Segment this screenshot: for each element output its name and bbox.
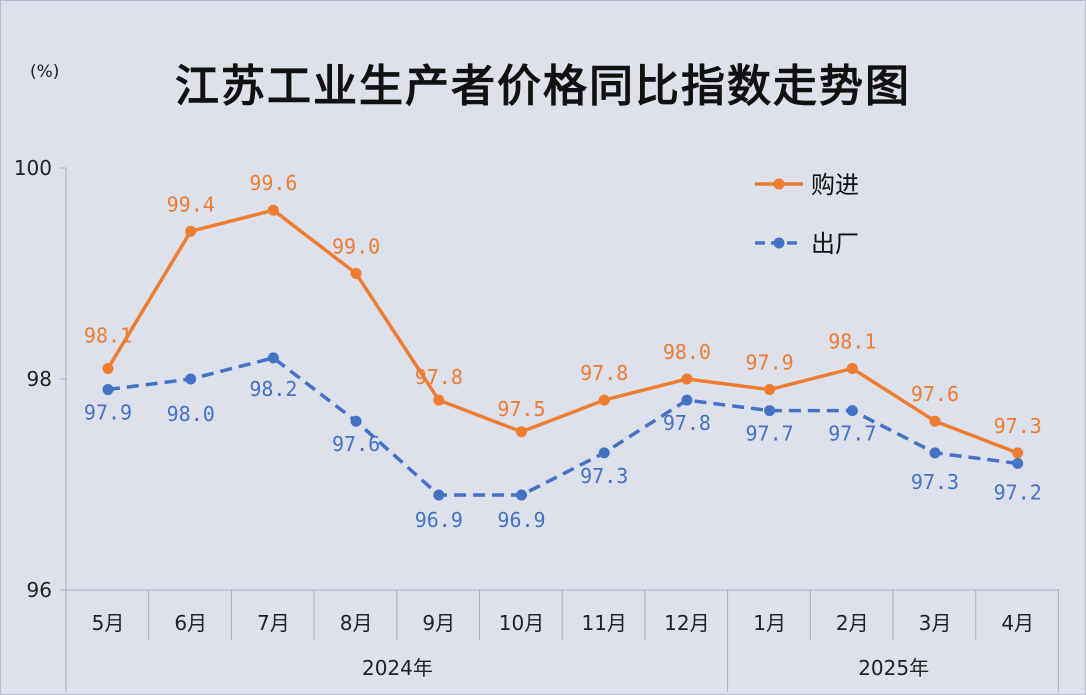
data-point-marker — [846, 362, 858, 374]
year-group-label: 2025年 — [858, 656, 929, 680]
x-tick-label: 7月 — [257, 611, 290, 635]
x-tick-label: 11月 — [581, 611, 626, 635]
data-label: 97.3 — [994, 414, 1042, 438]
data-point-marker — [350, 268, 362, 279]
x-tick-label: 9月 — [422, 611, 455, 635]
data-point-marker — [1012, 457, 1024, 469]
series-line-factory — [107, 356, 1018, 497]
data-point-marker — [350, 415, 362, 427]
y-tick-label: 100 — [14, 156, 52, 180]
x-tick-label: 1月 — [753, 611, 786, 635]
y-axis-unit: (%) — [30, 62, 60, 82]
data-label: 97.9 — [746, 351, 794, 375]
x-tick-label: 2月 — [836, 611, 869, 635]
data-label: 97.7 — [828, 422, 876, 446]
data-label: 97.7 — [746, 422, 794, 446]
data-label: 98.2 — [249, 377, 297, 401]
legend-label-factory: 出厂 — [811, 230, 859, 258]
data-label: 97.3 — [911, 470, 959, 494]
data-point-marker — [929, 415, 941, 427]
data-label: 98.0 — [167, 402, 215, 426]
data-label: 99.4 — [167, 192, 215, 216]
data-point-marker — [102, 384, 114, 396]
legend-marker-purchase — [773, 178, 785, 190]
data-point-marker — [681, 394, 693, 406]
data-label: 97.8 — [580, 361, 628, 385]
legend-label-purchase: 购进 — [811, 171, 859, 199]
data-point-marker — [185, 373, 197, 385]
x-tick-label: 10月 — [499, 611, 544, 635]
data-label: 97.8 — [415, 365, 463, 389]
x-tick-label: 3月 — [919, 611, 952, 635]
data-label: 96.9 — [415, 508, 463, 532]
data-label: 97.6 — [911, 382, 959, 406]
data-point-marker — [433, 394, 445, 406]
data-point-marker — [764, 384, 776, 396]
x-tick-label: 4月 — [1001, 611, 1034, 635]
data-point-marker — [598, 447, 610, 459]
data-label: 98.1 — [84, 323, 132, 347]
data-point-marker — [267, 204, 279, 216]
data-point-marker — [516, 426, 527, 438]
data-label: 97.9 — [84, 401, 132, 425]
data-point-marker — [433, 489, 445, 501]
data-point-marker — [267, 352, 279, 364]
data-label: 97.2 — [994, 480, 1042, 504]
data-point-marker — [764, 405, 776, 417]
data-point-marker — [598, 394, 610, 406]
data-label: 97.6 — [332, 432, 380, 456]
data-point-marker — [516, 489, 527, 501]
data-label: 98.1 — [828, 329, 876, 353]
x-tick-label: 6月 — [174, 611, 207, 635]
legend-marker-factory — [773, 237, 785, 249]
data-label: 97.3 — [580, 464, 628, 488]
data-point-marker — [681, 373, 693, 385]
year-group-label: 2024年 — [362, 656, 433, 680]
data-label: 97.5 — [497, 397, 545, 421]
data-point-marker — [102, 362, 114, 374]
data-label: 99.0 — [332, 235, 380, 259]
x-tick-label: 12月 — [664, 611, 709, 635]
x-tick-label: 8月 — [340, 611, 373, 635]
data-point-marker — [846, 405, 858, 417]
data-point-marker — [185, 225, 197, 237]
data-label: 98.0 — [663, 340, 711, 364]
data-point-marker — [929, 447, 941, 459]
y-tick-label: 98 — [27, 367, 52, 391]
data-label: 99.6 — [249, 171, 297, 195]
data-point-marker — [1012, 447, 1024, 459]
chart-title: 江苏工业生产者价格同比指数走势图 — [175, 61, 911, 112]
y-tick-label: 96 — [27, 578, 52, 602]
data-label: 97.8 — [663, 411, 711, 435]
data-label: 96.9 — [497, 508, 545, 532]
series-line-purchase — [106, 208, 1019, 455]
x-tick-label: 5月 — [92, 611, 125, 635]
